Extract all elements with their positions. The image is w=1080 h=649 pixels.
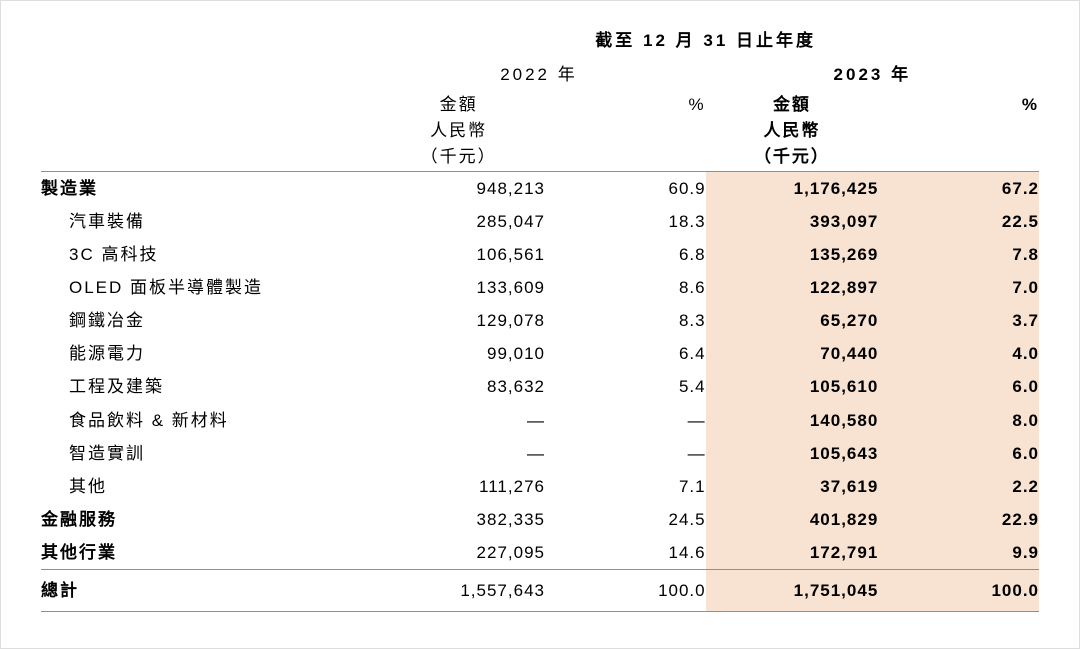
pct-2022: — (545, 437, 706, 470)
table-row: OLED 面板半導體製造133,6098.6122,8977.0 (41, 271, 1039, 304)
amount-2023: 172,791 (706, 536, 879, 570)
header-period: 截至 12 月 31 日止年度 (41, 25, 1039, 59)
header-unit: （千元） （千元） (41, 144, 1039, 171)
amount-2023: 401,829 (706, 503, 879, 536)
pct-2023: 67.2 (878, 172, 1039, 205)
row-label: 其他行業 (41, 536, 372, 570)
pct-2022: 7.1 (545, 470, 706, 503)
pct-2023: 7.0 (878, 271, 1039, 304)
table-row: 其他111,2767.137,6192.2 (41, 470, 1039, 503)
pct-2022: 6.8 (545, 238, 706, 271)
amount-2023: 1,176,425 (706, 172, 879, 205)
pct-2022: 60.9 (545, 172, 706, 205)
amount-2023: 105,610 (706, 370, 879, 403)
pct-2023: 2.2 (878, 470, 1039, 503)
header-currency: 人民幣 人民幣 (41, 118, 1039, 144)
amount-2022: 227,095 (372, 536, 545, 570)
row-label: 3C 高科技 (41, 238, 372, 271)
total-2023-pct: 100.0 (878, 570, 1039, 611)
total-2023-amount: 1,751,045 (706, 570, 879, 611)
amount-2023: 37,619 (706, 470, 879, 503)
amount-2022: 83,632 (372, 370, 545, 403)
pct-2022: 24.5 (545, 503, 706, 536)
row-label: 能源電力 (41, 337, 372, 370)
period-title: 截至 12 月 31 日止年度 (372, 25, 1039, 59)
table-row: 製造業948,21360.91,176,42567.2 (41, 172, 1039, 205)
header-years: 2022 年 2023 年 (41, 59, 1039, 91)
amount-2022: — (372, 437, 545, 470)
table-row: 其他行業227,09514.6172,7919.9 (41, 536, 1039, 570)
amount-2023: 70,440 (706, 337, 879, 370)
rule-bottom (41, 611, 1039, 612)
row-label: 其他 (41, 470, 372, 503)
amount-2022: 99,010 (372, 337, 545, 370)
amount-2023: 105,643 (706, 437, 879, 470)
pct-2023: 9.9 (878, 536, 1039, 570)
pct-2023: 6.0 (878, 370, 1039, 403)
pct-2022: 6.4 (545, 337, 706, 370)
row-label: 鋼鐵冶金 (41, 304, 372, 337)
pct-2022: 8.6 (545, 271, 706, 304)
pct-2022: 8.3 (545, 304, 706, 337)
row-label: 工程及建築 (41, 370, 372, 403)
amount-2023: 140,580 (706, 404, 879, 437)
pct-2023: 6.0 (878, 437, 1039, 470)
amount-2023: 135,269 (706, 238, 879, 271)
amount-2022: 133,609 (372, 271, 545, 304)
amount-2022: 106,561 (372, 238, 545, 271)
table-row: 鋼鐵冶金129,0788.365,2703.7 (41, 304, 1039, 337)
row-label: 智造實訓 (41, 437, 372, 470)
pct-2022: 5.4 (545, 370, 706, 403)
amount-2022: 111,276 (372, 470, 545, 503)
table-row: 金融服務382,33524.5401,82922.9 (41, 503, 1039, 536)
total-row: 總計 1,557,643 100.0 1,751,045 100.0 (41, 570, 1039, 611)
table-row: 工程及建築83,6325.4105,6106.0 (41, 370, 1039, 403)
row-label: 製造業 (41, 172, 372, 205)
table-row: 汽車裝備285,04718.3393,09722.5 (41, 205, 1039, 238)
row-label: 汽車裝備 (41, 205, 372, 238)
table-row: 3C 高科技106,5616.8135,2697.8 (41, 238, 1039, 271)
pct-2023: 22.9 (878, 503, 1039, 536)
table-row: 食品飲料 & 新材料——140,5808.0 (41, 404, 1039, 437)
pct-2023: 7.8 (878, 238, 1039, 271)
amount-2023: 122,897 (706, 271, 879, 304)
pct-2023: 3.7 (878, 304, 1039, 337)
year-2022: 2022 年 (372, 59, 705, 91)
pct-2022: 18.3 (545, 205, 706, 238)
total-2022-pct: 100.0 (545, 570, 706, 611)
pct-2023: 8.0 (878, 404, 1039, 437)
amount-2022: 382,335 (372, 503, 545, 536)
pct-2023: 22.5 (878, 205, 1039, 238)
pct-2023: 4.0 (878, 337, 1039, 370)
year-2023: 2023 年 (706, 59, 1039, 91)
total-2022-amount: 1,557,643 (372, 570, 545, 611)
table-row: 能源電力99,0106.470,4404.0 (41, 337, 1039, 370)
table-row: 智造實訓——105,6436.0 (41, 437, 1039, 470)
amount-2023: 393,097 (706, 205, 879, 238)
amount-2022: — (372, 404, 545, 437)
pct-2022: — (545, 404, 706, 437)
row-label: 金融服務 (41, 503, 372, 536)
amount-2022: 129,078 (372, 304, 545, 337)
total-label: 總計 (41, 570, 372, 611)
row-label: 食品飲料 & 新材料 (41, 404, 372, 437)
amount-2023: 65,270 (706, 304, 879, 337)
amount-2022: 285,047 (372, 205, 545, 238)
financial-table: 截至 12 月 31 日止年度 2022 年 2023 年 金額 % 金額 % … (41, 25, 1039, 612)
row-label: OLED 面板半導體製造 (41, 271, 372, 304)
pct-2022: 14.6 (545, 536, 706, 570)
amount-2022: 948,213 (372, 172, 545, 205)
financial-table-sheet: 截至 12 月 31 日止年度 2022 年 2023 年 金額 % 金額 % … (0, 0, 1080, 649)
header-amount: 金額 % 金額 % (41, 92, 1039, 118)
table-body: 製造業948,21360.91,176,42567.2汽車裝備285,04718… (41, 172, 1039, 570)
